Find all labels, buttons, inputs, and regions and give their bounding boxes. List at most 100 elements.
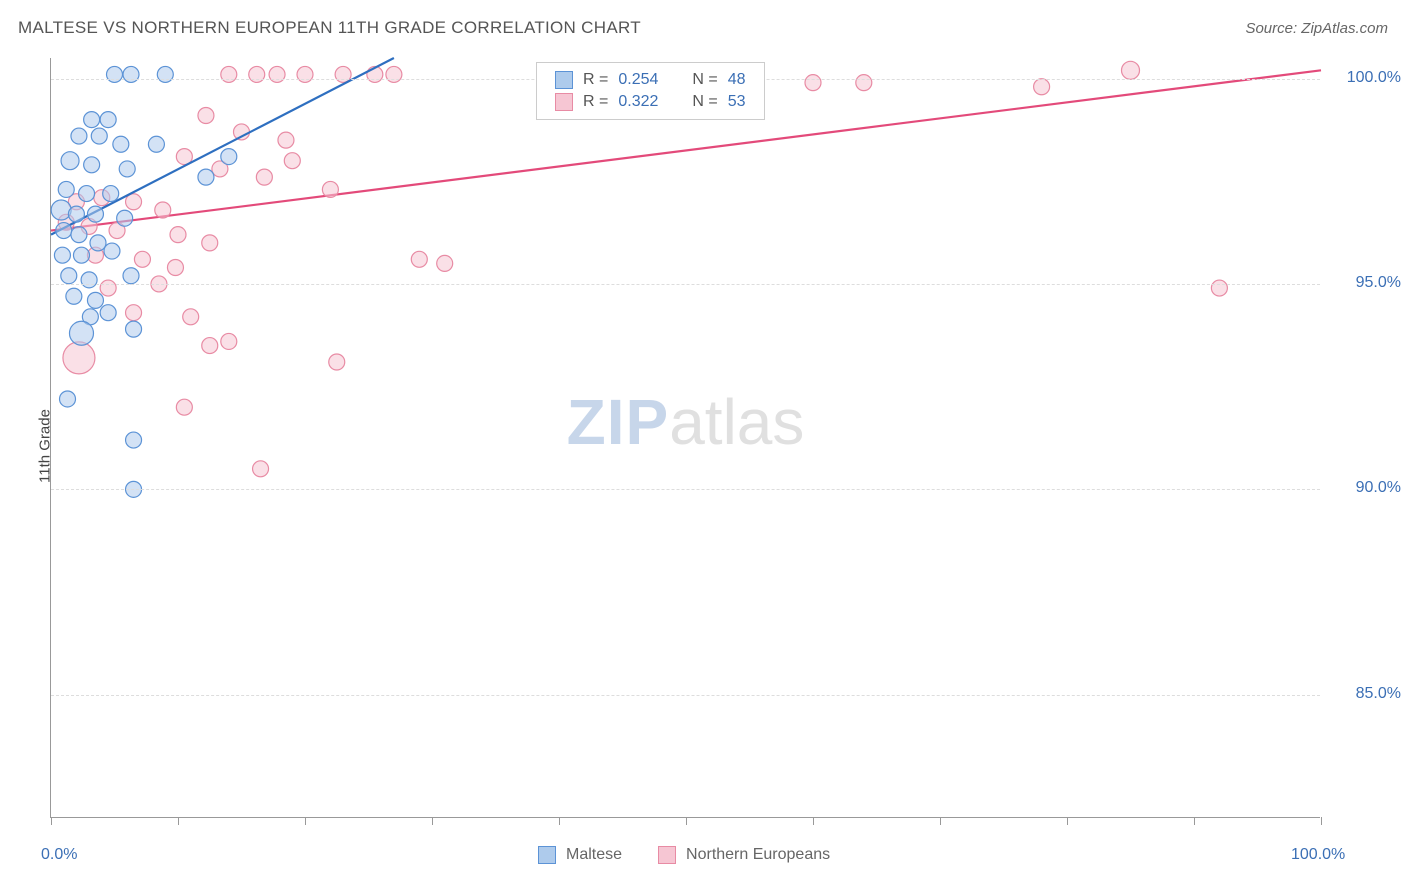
maltese-point bbox=[126, 432, 142, 448]
northern-european-point bbox=[155, 202, 171, 218]
maltese-point bbox=[104, 243, 120, 259]
northern-european-swatch-icon bbox=[555, 93, 573, 111]
series-legend: Maltese Northern Europeans bbox=[538, 846, 830, 864]
maltese-point bbox=[91, 128, 107, 144]
maltese-point bbox=[100, 112, 116, 128]
maltese-point bbox=[87, 206, 103, 222]
maltese-point bbox=[51, 200, 71, 220]
n-value-northern-european: 53 bbox=[728, 93, 746, 111]
northern-european-point bbox=[221, 66, 237, 82]
maltese-point bbox=[56, 223, 72, 239]
maltese-point bbox=[54, 247, 70, 263]
x-tick bbox=[51, 817, 52, 825]
maltese-swatch-icon bbox=[555, 71, 573, 89]
x-tick-label-max: 100.0% bbox=[1291, 846, 1345, 864]
northern-european-point bbox=[134, 251, 150, 267]
x-tick bbox=[686, 817, 687, 825]
x-tick bbox=[1194, 817, 1195, 825]
maltese-point bbox=[113, 136, 129, 152]
maltese-point bbox=[107, 66, 123, 82]
x-tick-label-min: 0.0% bbox=[41, 846, 77, 864]
maltese-point bbox=[84, 112, 100, 128]
x-tick bbox=[1321, 817, 1322, 825]
maltese-point bbox=[198, 169, 214, 185]
maltese-point bbox=[117, 210, 133, 226]
n-value-maltese: 48 bbox=[728, 71, 746, 89]
y-tick-label: 85.0% bbox=[1331, 685, 1401, 703]
maltese-point bbox=[87, 292, 103, 308]
northern-european-point bbox=[805, 75, 821, 91]
maltese-point bbox=[123, 268, 139, 284]
northern-european-point bbox=[411, 251, 427, 267]
chart-header: MALTESE VS NORTHERN EUROPEAN 11TH GRADE … bbox=[18, 18, 1388, 38]
maltese-point bbox=[60, 391, 76, 407]
maltese-point bbox=[221, 149, 237, 165]
maltese-point bbox=[69, 321, 93, 345]
northern-european-point bbox=[1122, 61, 1140, 79]
maltese-point bbox=[81, 272, 97, 288]
maltese-point bbox=[71, 128, 87, 144]
x-tick bbox=[178, 817, 179, 825]
northern-european-point bbox=[253, 461, 269, 477]
r-value-northern-european: 0.322 bbox=[618, 93, 658, 111]
northern-european-point bbox=[256, 169, 272, 185]
maltese-point bbox=[157, 66, 173, 82]
northern-european-point bbox=[202, 235, 218, 251]
gridline bbox=[51, 489, 1320, 490]
northern-european-point bbox=[198, 108, 214, 124]
chart-plot-area: ZIPatlas 100.0%95.0%90.0%85.0%0.0%100.0% bbox=[50, 58, 1320, 818]
maltese-point bbox=[66, 288, 82, 304]
northern-european-point bbox=[269, 66, 285, 82]
x-tick bbox=[813, 817, 814, 825]
northern-european-point bbox=[126, 305, 142, 321]
northern-european-point bbox=[437, 255, 453, 271]
maltese-point bbox=[71, 227, 87, 243]
x-tick bbox=[432, 817, 433, 825]
r-label: R = bbox=[583, 71, 608, 89]
gridline bbox=[51, 695, 1320, 696]
maltese-point bbox=[148, 136, 164, 152]
northern-european-point bbox=[284, 153, 300, 169]
chart-title: MALTESE VS NORTHERN EUROPEAN 11TH GRADE … bbox=[18, 18, 641, 38]
northern-european-swatch-icon bbox=[658, 846, 676, 864]
y-tick-label: 100.0% bbox=[1331, 69, 1401, 87]
northern-european-point bbox=[1034, 79, 1050, 95]
maltese-point bbox=[61, 152, 79, 170]
maltese-point bbox=[61, 268, 77, 284]
maltese-point bbox=[73, 247, 89, 263]
r-value-maltese: 0.254 bbox=[618, 71, 658, 89]
legend-label-maltese: Maltese bbox=[566, 846, 622, 864]
x-tick bbox=[1067, 817, 1068, 825]
northern-european-point bbox=[1211, 280, 1227, 296]
northern-european-point bbox=[297, 66, 313, 82]
northern-european-point bbox=[386, 66, 402, 82]
maltese-point bbox=[68, 206, 84, 222]
northern-european-point bbox=[170, 227, 186, 243]
northern-european-point bbox=[176, 399, 192, 415]
r-label: R = bbox=[583, 93, 608, 111]
northern-european-point bbox=[221, 333, 237, 349]
maltese-point bbox=[100, 305, 116, 321]
maltese-point bbox=[103, 186, 119, 202]
northern-european-point bbox=[278, 132, 294, 148]
n-label: N = bbox=[692, 93, 717, 111]
northern-european-point bbox=[202, 338, 218, 354]
northern-european-point bbox=[329, 354, 345, 370]
northern-european-point bbox=[100, 280, 116, 296]
x-tick bbox=[305, 817, 306, 825]
northern-european-point bbox=[183, 309, 199, 325]
x-tick bbox=[940, 817, 941, 825]
northern-european-point bbox=[335, 66, 351, 82]
northern-european-point bbox=[322, 181, 338, 197]
y-tick-label: 95.0% bbox=[1331, 274, 1401, 292]
maltese-point bbox=[119, 161, 135, 177]
northern-european-point bbox=[856, 75, 872, 91]
legend-item-northern-european: Northern Europeans bbox=[658, 846, 830, 864]
correlation-row-maltese: R = 0.254 N = 48 bbox=[555, 69, 746, 91]
n-label: N = bbox=[692, 71, 717, 89]
scatter-plot-svg bbox=[51, 58, 1320, 817]
legend-item-maltese: Maltese bbox=[538, 846, 622, 864]
northern-european-point bbox=[63, 342, 95, 374]
maltese-swatch-icon bbox=[538, 846, 556, 864]
correlation-legend: R = 0.254 N = 48 R = 0.322 N = 53 bbox=[536, 62, 765, 120]
